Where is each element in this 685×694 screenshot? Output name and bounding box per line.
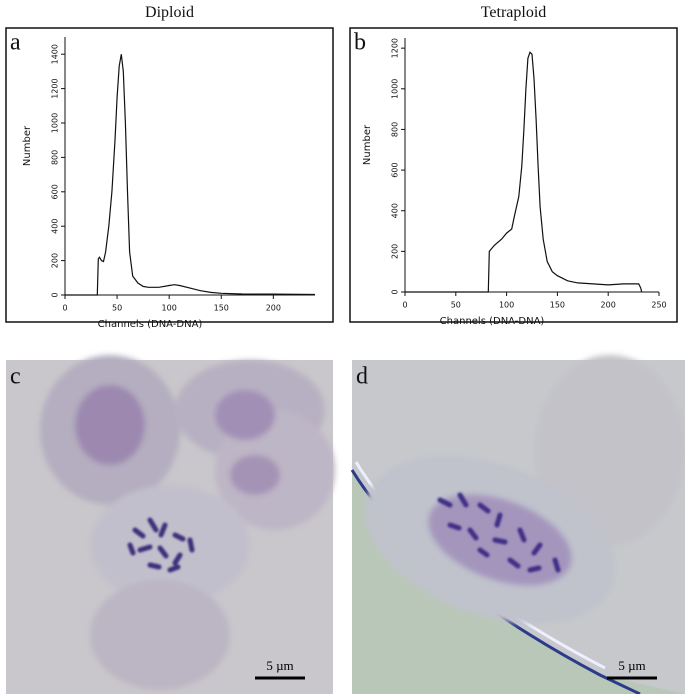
- scale-bar-label: 5 µm: [266, 658, 293, 673]
- y-tick-label: 400: [391, 203, 400, 218]
- panel-label: c: [10, 364, 21, 390]
- y-axis-label: Number: [22, 125, 33, 166]
- y-tick-label: 1200: [391, 38, 400, 58]
- x-tick-label: 250: [651, 301, 666, 310]
- x-tick-label: 50: [112, 304, 122, 313]
- y-tick-label: 1400: [51, 44, 60, 64]
- x-tick-label: 150: [214, 304, 229, 313]
- y-tick-label: 600: [51, 184, 60, 199]
- micrograph-d: [350, 355, 685, 694]
- x-tick-label: 200: [266, 304, 281, 313]
- micrograph-c: [6, 355, 335, 694]
- y-tick-label: 200: [391, 244, 400, 259]
- y-tick-label: 1000: [51, 113, 60, 133]
- x-tick-label: 0: [62, 304, 67, 313]
- y-tick-label: 1200: [51, 78, 60, 98]
- x-tick-label: 100: [162, 304, 177, 313]
- panel-label: a: [10, 30, 21, 56]
- y-tick-label: 800: [391, 122, 400, 137]
- x-tick-label: 100: [499, 301, 514, 310]
- y-tick-label: 0: [391, 289, 400, 294]
- x-axis-label: Channels (DNA-DNA): [98, 319, 203, 330]
- histogram-line: [65, 54, 316, 296]
- panel-frame: [349, 27, 678, 323]
- x-tick-label: 150: [550, 301, 565, 310]
- y-tick-label: 600: [391, 162, 400, 177]
- y-axis-label: Number: [362, 124, 373, 165]
- y-tick-label: 400: [51, 219, 60, 234]
- panel-frame: [5, 27, 334, 323]
- panel-title: Tetraploid: [481, 4, 547, 21]
- panel-label: d: [356, 364, 368, 390]
- histogram-line: [405, 51, 643, 293]
- y-tick-label: 0: [51, 292, 60, 297]
- panel-title: Diploid: [145, 4, 194, 21]
- scale-bar-label: 5 µm: [618, 658, 645, 673]
- x-tick-label: 0: [402, 301, 407, 310]
- panel-label: b: [354, 30, 366, 56]
- y-tick-label: 800: [51, 150, 60, 165]
- x-tick-label: 50: [451, 301, 461, 310]
- x-tick-label: 200: [601, 301, 616, 310]
- y-tick-label: 1000: [391, 79, 400, 99]
- x-axis-label: Channels (DNA-DNA): [440, 316, 545, 327]
- y-tick-label: 200: [51, 253, 60, 268]
